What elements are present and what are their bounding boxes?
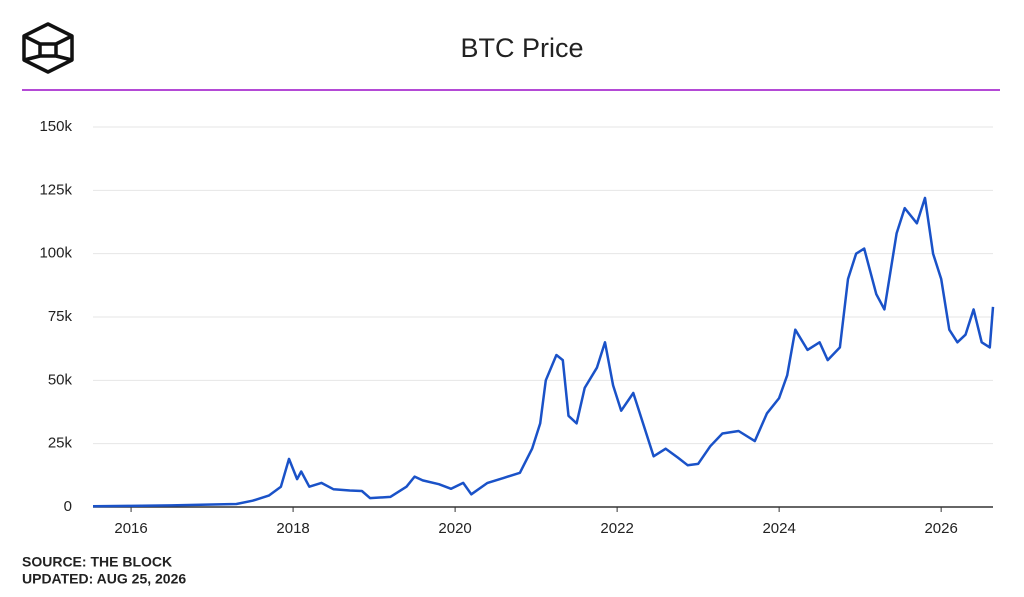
x-tick-label: 2024: [762, 520, 795, 537]
y-tick-label: 75k: [48, 308, 73, 325]
price-line: [92, 196, 995, 508]
y-tick-label: 150k: [39, 118, 72, 135]
x-tick-label: 2016: [114, 520, 147, 537]
y-tick-label: 50k: [48, 371, 73, 388]
x-tick-label: 2026: [924, 520, 957, 537]
source: SOURCE: THE BLOCK: [22, 554, 172, 570]
logo: [22, 22, 74, 74]
x-tick-label: 2022: [600, 520, 633, 537]
updated: UPDATED: AUG 25, 2026: [22, 571, 186, 587]
y-tick-label: 125k: [39, 181, 72, 198]
chart-title: BTC Price: [460, 33, 583, 63]
x-tick-label: 2020: [438, 520, 471, 537]
y-tick-label: 100k: [39, 245, 72, 262]
x-tick-label: 2018: [276, 520, 309, 537]
y-tick-label: 25k: [48, 435, 73, 452]
y-tick-label: 0: [64, 498, 72, 515]
